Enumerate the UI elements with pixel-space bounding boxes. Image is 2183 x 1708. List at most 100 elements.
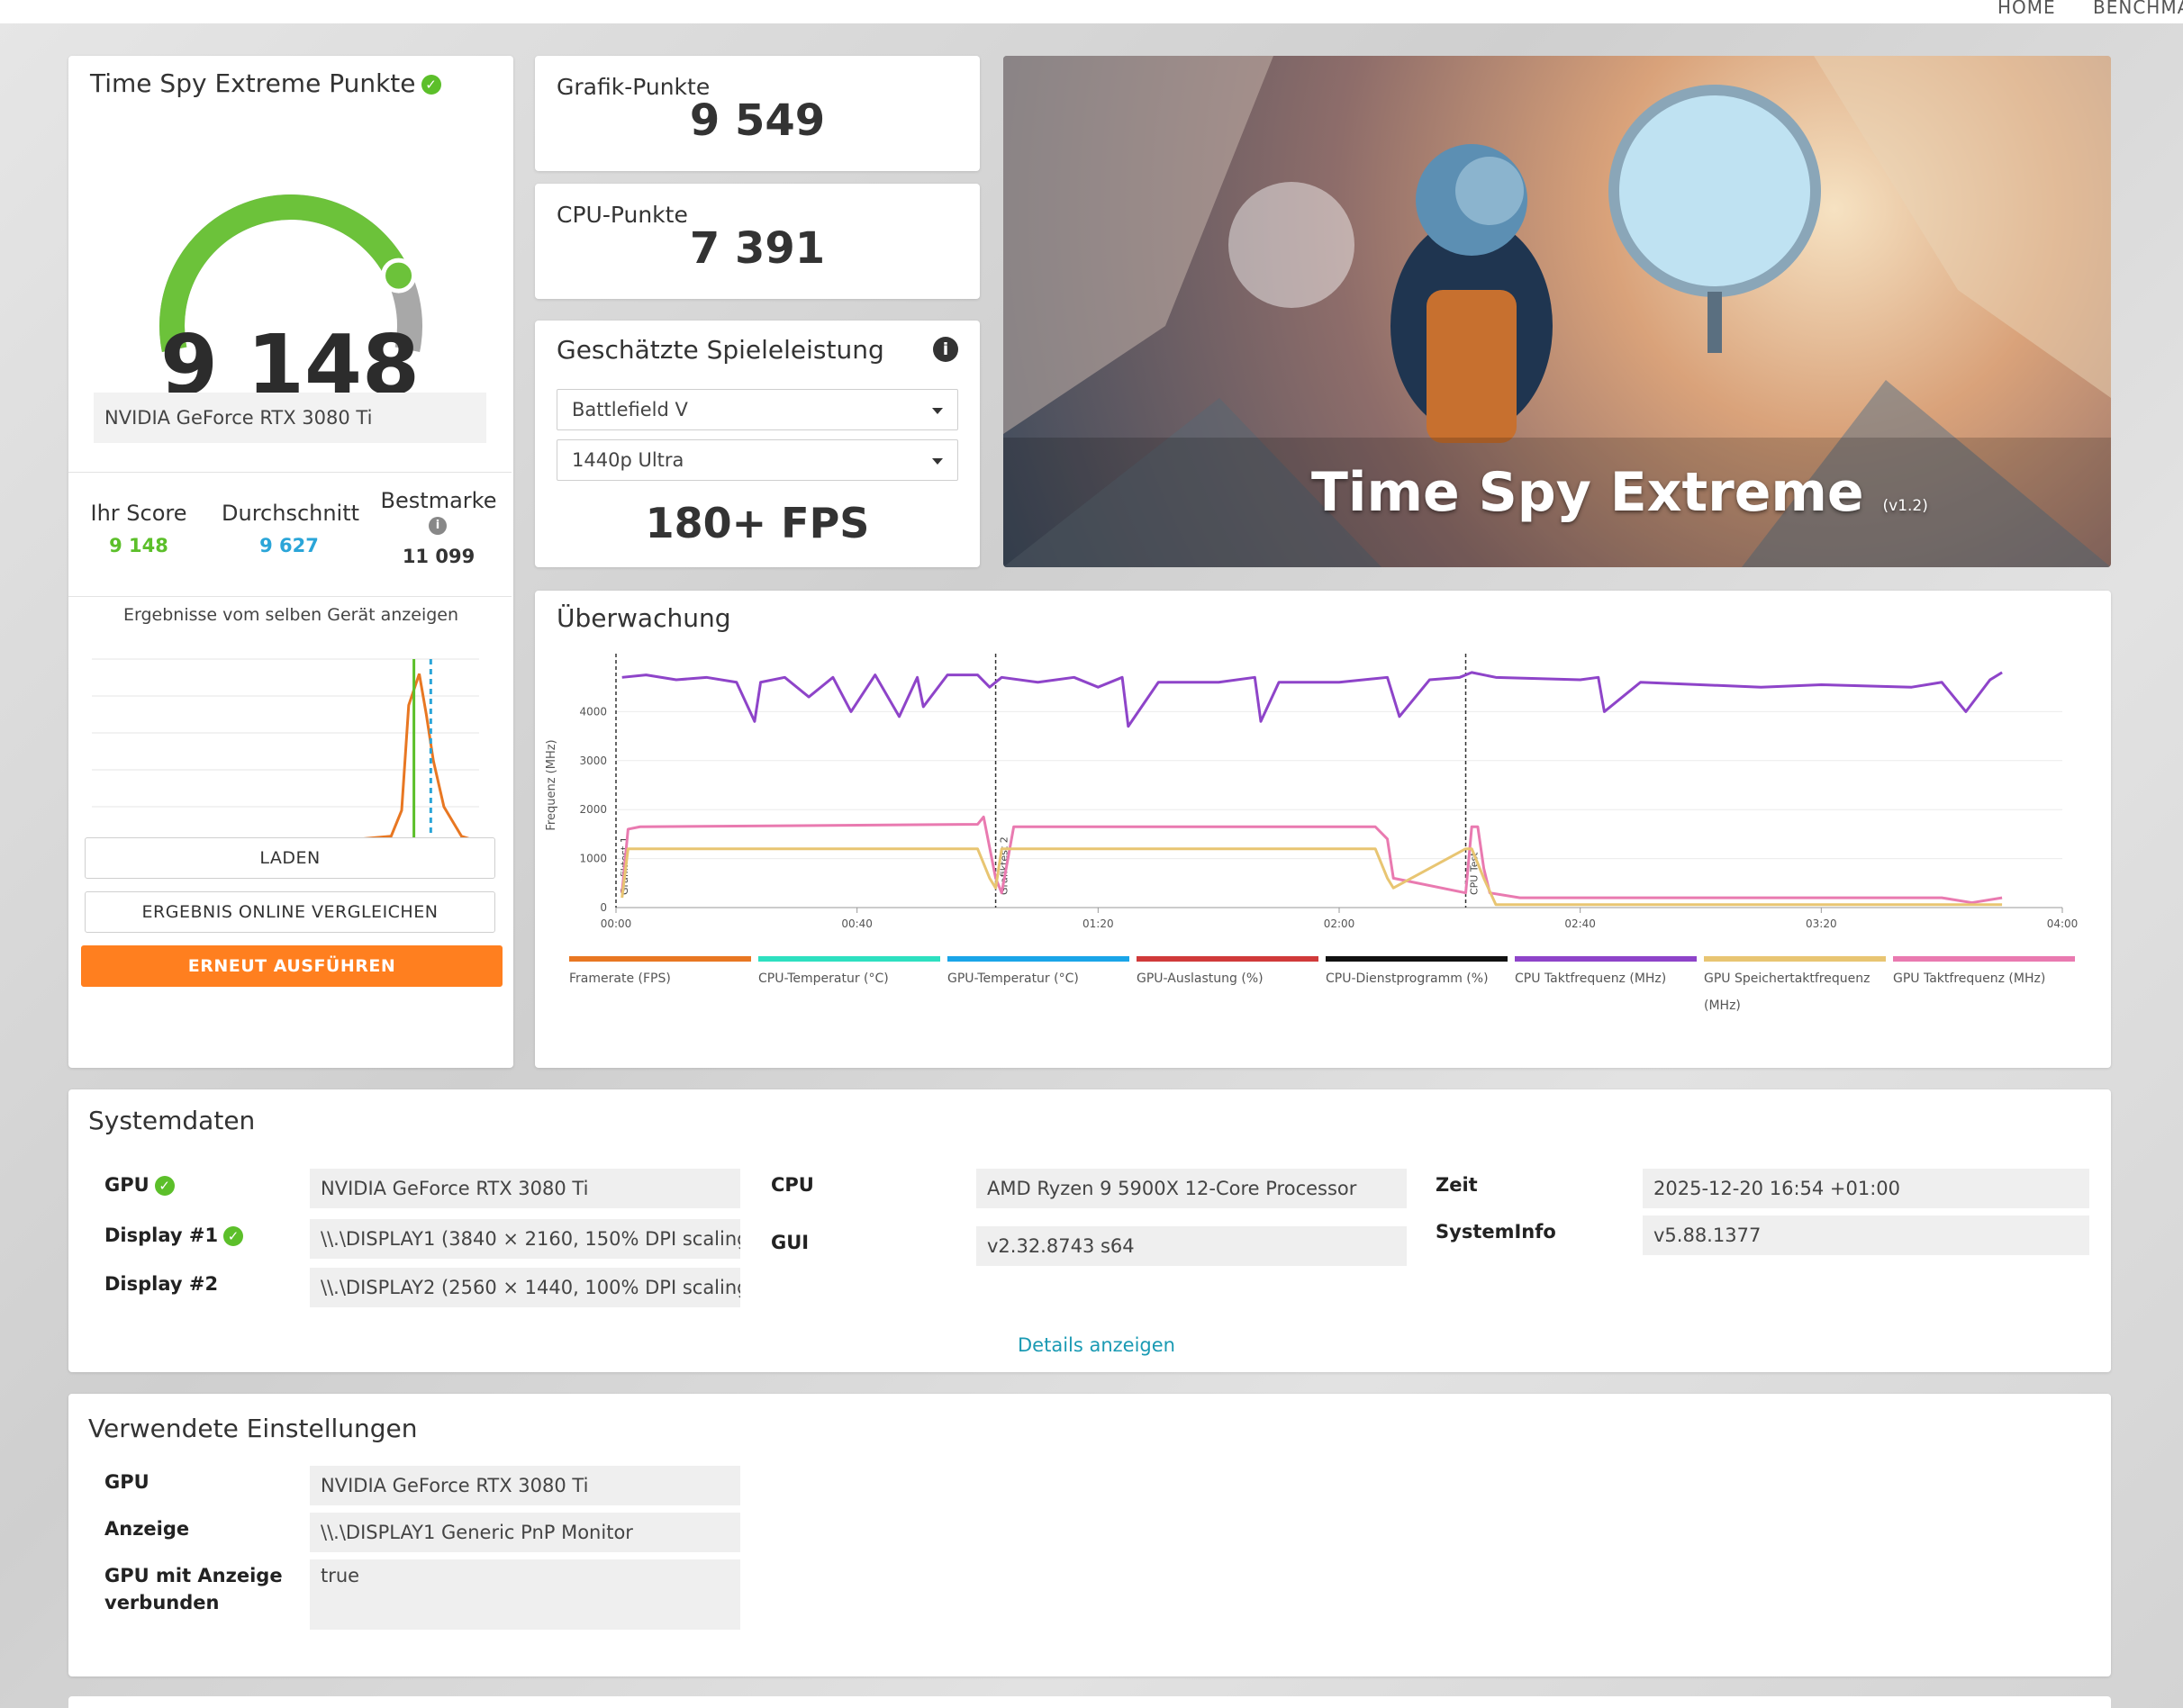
- your-score-value: 9 148: [109, 535, 168, 556]
- x-tick-label: 04:00: [2047, 917, 2079, 930]
- legend-swatch[interactable]: [1893, 956, 2075, 962]
- preset-select[interactable]: 1440p Ultra: [557, 439, 958, 481]
- verified-check-icon: ✓: [223, 1226, 244, 1246]
- y-tick-label: 2000: [579, 803, 607, 816]
- top-navigation: HOME BENCHMA: [0, 0, 2183, 23]
- x-tick-label: 02:00: [1324, 917, 1355, 930]
- legend-swatch[interactable]: [1137, 956, 1318, 962]
- legend-swatch[interactable]: [569, 956, 751, 962]
- graphics-score-card: Grafik-Punkte 9 549: [535, 56, 980, 171]
- y-tick-label: 1000: [579, 853, 607, 865]
- hero-artwork: [1003, 56, 2111, 567]
- legend-label[interactable]: Framerate (FPS): [569, 971, 671, 986]
- chevron-down-icon: [932, 458, 943, 465]
- gui-label: GUI: [771, 1232, 810, 1253]
- compare-online-button[interactable]: ERGEBNIS ONLINE VERGLEICHEN: [85, 891, 495, 933]
- benchmark-title: Time Spy Extreme (v1.2): [1311, 461, 1928, 524]
- x-tick-label: 00:40: [841, 917, 873, 930]
- time-label: Zeit: [1436, 1174, 1478, 1196]
- score-distribution-chart: 025005000750010000: [88, 658, 480, 857]
- graphics-score-value: 9 549: [689, 95, 826, 146]
- divider: [68, 472, 512, 473]
- gpu-label: GPU ✓: [104, 1174, 175, 1196]
- legend-label[interactable]: GPU Speichertaktfrequenz (MHz): [1704, 971, 1870, 1013]
- game-performance-title: Geschätzte Spieleleistung: [557, 335, 884, 365]
- display2-value: \\.\DISPLAY2 (2560 × 1440, 100% DPI scal…: [310, 1268, 740, 1307]
- settings-card: Verwendete Einstellungen GPU NVIDIA GeFo…: [68, 1394, 2111, 1676]
- settings-gpu-label: GPU: [104, 1471, 149, 1493]
- best-value: 11 099: [402, 546, 476, 567]
- legend-swatch[interactable]: [1515, 956, 1697, 962]
- gauge-knob: [381, 258, 417, 294]
- legend-label[interactable]: CPU-Dienstprogramm (%): [1326, 971, 1489, 986]
- divider: [68, 596, 512, 597]
- systeminfo-value: v5.88.1377: [1643, 1215, 2089, 1255]
- y-tick-label: 4000: [579, 705, 607, 718]
- info-icon[interactable]: i: [933, 337, 958, 362]
- chevron-down-icon: [932, 408, 943, 414]
- time-value: 2025-12-20 16:54 +01:00: [1643, 1169, 2089, 1208]
- monitoring-chart: 0 1000 2000 3000 4000 00:00 00:40 01:20 02:00 02:…: [545, 654, 2079, 930]
- systeminfo-label: SystemInfo: [1436, 1221, 1556, 1243]
- same-device-label[interactable]: Ergebnisse vom selben Gerät anzeigen: [122, 605, 459, 625]
- cpu-score-label: CPU-Punkte: [557, 202, 688, 228]
- display2-label: Display #2: [104, 1273, 219, 1295]
- x-tick-label: 03:20: [1806, 917, 1837, 930]
- monitoring-card: Überwachung 0 1000 2000 3000 4000 00:00 00:40 0…: [535, 591, 2111, 1068]
- next-card-edge: [68, 1696, 2111, 1708]
- legend-swatch[interactable]: [947, 956, 1129, 962]
- load-button[interactable]: LADEN: [85, 837, 495, 879]
- nav-home-link[interactable]: HOME: [1997, 0, 2056, 18]
- legend-swatch[interactable]: [1326, 956, 1508, 962]
- verified-check-icon: ✓: [421, 75, 441, 95]
- gui-value: v2.32.8743 s64: [976, 1226, 1407, 1266]
- game-performance-card: Geschätzte Spieleleistung i Battlefield …: [535, 321, 980, 567]
- game-select[interactable]: Battlefield V: [557, 389, 958, 430]
- settings-gpu-value: NVIDIA GeForce RTX 3080 Ti: [310, 1466, 740, 1505]
- graphics-score-label: Grafik-Punkte: [557, 74, 711, 100]
- system-data-title: Systemdaten: [88, 1106, 256, 1135]
- legend-label[interactable]: GPU-Auslastung (%): [1137, 971, 1264, 986]
- settings-display-value: \\.\DISPLAY1 Generic PnP Monitor: [310, 1513, 740, 1552]
- average-value: 9 627: [259, 535, 319, 556]
- score-card-title: Time Spy Extreme Punkte ✓: [90, 68, 441, 98]
- cpu-score-value: 7 391: [689, 223, 826, 274]
- benchmark-hero-image: Time Spy Extreme (v1.2): [1003, 56, 2111, 567]
- cpu-value: AMD Ryzen 9 5900X 12-Core Processor: [976, 1169, 1407, 1208]
- legend-swatch[interactable]: [1704, 956, 1886, 962]
- score-gauge: [159, 194, 422, 352]
- legend-label[interactable]: CPU Taktfrequenz (MHz): [1515, 971, 1667, 986]
- score-card: Time Spy Extreme Punkte ✓ 9 148 NVIDIA Ge…: [68, 56, 513, 1068]
- x-tick-label: 00:00: [601, 917, 632, 930]
- display1-value: \\.\DISPLAY1 (3840 × 2160, 150% DPI scal…: [310, 1219, 740, 1259]
- x-tick-label: 01:20: [1082, 917, 1114, 930]
- series-line: [620, 815, 2003, 905]
- y-tick-label: 0: [600, 901, 607, 914]
- legend-swatch[interactable]: [758, 956, 940, 962]
- legend-label[interactable]: GPU-Temperatur (°C): [947, 971, 1079, 986]
- cpu-score-card: CPU-Punkte 7 391: [535, 184, 980, 299]
- your-score-label: Ihr Score: [90, 501, 187, 526]
- rerun-button[interactable]: ERNEUT AUSFÜHREN: [81, 945, 503, 987]
- cpu-label: CPU: [771, 1174, 814, 1196]
- series-line: [620, 847, 2003, 907]
- details-link[interactable]: Details anzeigen: [1018, 1334, 1175, 1356]
- estimated-fps: 180+ FPS: [645, 499, 870, 547]
- gpu-name: NVIDIA GeForce RTX 3080 Ti: [94, 393, 486, 443]
- settings-connected-value: true: [310, 1559, 740, 1630]
- nav-benchmarks-link[interactable]: BENCHMA: [2093, 0, 2183, 18]
- verified-check-icon: ✓: [154, 1176, 175, 1196]
- legend-label[interactable]: GPU Taktfrequenz (MHz): [1893, 971, 2046, 986]
- average-label: Durchschnitt: [222, 501, 360, 526]
- series-line: [621, 671, 2003, 728]
- legend-label[interactable]: CPU-Temperatur (°C): [758, 971, 889, 986]
- settings-display-label: Anzeige: [104, 1518, 190, 1540]
- distribution-line: [92, 673, 480, 844]
- gauge-fill: [159, 194, 411, 352]
- x-tick-label: 02:40: [1564, 917, 1596, 930]
- y-tick-label: 3000: [579, 755, 607, 767]
- settings-connected-label: GPU mit Anzeige verbunden: [104, 1565, 283, 1613]
- y-axis-label: Frequenz (MHz): [545, 739, 558, 830]
- info-icon[interactable]: i: [429, 517, 447, 535]
- display1-label: Display #1 ✓: [104, 1225, 244, 1246]
